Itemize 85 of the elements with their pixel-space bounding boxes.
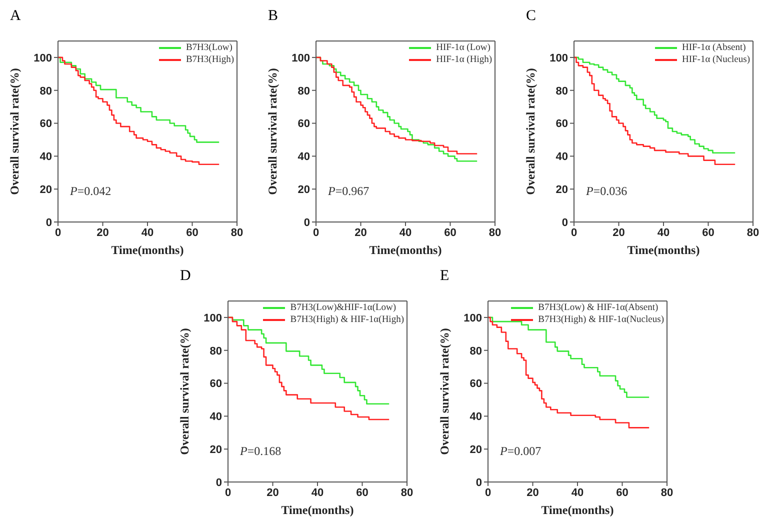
legend-label: HIF-1α (Absent) — [682, 42, 746, 54]
legend-label: B7H3(High) & HIF-1α(Nucleus) — [538, 314, 664, 326]
y-tick-label: 80 — [40, 85, 52, 98]
x-tick-label: 20 — [612, 226, 625, 239]
y-tick-label: 20 — [298, 184, 310, 196]
x-tick-label: 0 — [54, 226, 62, 239]
annotation: P=0.036 — [586, 184, 628, 199]
y-tick-label: 60 — [210, 378, 222, 390]
x-tick-label: 80 — [488, 226, 502, 239]
y-tick-label: 0 — [216, 476, 222, 489]
y-tick-label: 40 — [556, 151, 568, 164]
y-tick-label: 100 — [464, 312, 482, 324]
x-axis-title: Time(months) — [111, 243, 184, 257]
chart-title: B — [268, 8, 278, 25]
x-tick-label: 60 — [616, 486, 628, 499]
legend-label: B7H3(Low) & HIF-1α(Absent) — [538, 302, 658, 314]
x-tick-label: 80 — [400, 486, 414, 499]
x-tick-label: 20 — [354, 226, 367, 239]
x-tick-label: 40 — [311, 486, 324, 499]
y-axis-title: Overall survival rate(%) — [177, 328, 192, 455]
y-axis-title: Overall survival rate(%) — [437, 328, 452, 455]
x-tick-label: 60 — [702, 226, 714, 239]
x-axis-title: Time(months) — [281, 503, 354, 517]
x-tick-label: 40 — [141, 226, 154, 239]
y-tick-label: 40 — [210, 411, 222, 424]
x-tick-label: 40 — [399, 226, 412, 239]
x-tick-label: 20 — [96, 226, 109, 239]
y-tick-label: 0 — [304, 216, 310, 229]
y-tick-label: 40 — [298, 151, 310, 164]
y-tick-label: 0 — [476, 476, 482, 489]
y-tick-label: 80 — [298, 85, 310, 98]
x-tick-label: 80 — [660, 486, 674, 499]
y-axis-title: Overall survival rate(%) — [7, 68, 22, 195]
y-tick-label: 0 — [46, 216, 52, 229]
annotation: P=0.042 — [70, 184, 112, 199]
y-tick-label: 100 — [550, 52, 568, 64]
annotation: P=0.007 — [500, 444, 542, 459]
x-tick-label: 80 — [746, 226, 760, 239]
annotation: P=0.168 — [240, 444, 282, 459]
annotation: P=0.967 — [328, 184, 370, 199]
y-tick-label: 0 — [562, 216, 568, 229]
legend-label: HIF-1α (Low) — [436, 42, 490, 54]
x-tick-label: 80 — [230, 226, 244, 239]
legend-label: B7H3(Low) — [186, 42, 232, 54]
x-tick-label: 0 — [224, 486, 232, 499]
x-tick-label: 20 — [526, 486, 539, 499]
x-tick-label: 0 — [312, 226, 320, 239]
y-tick-label: 80 — [470, 345, 482, 358]
y-tick-label: 20 — [210, 444, 222, 456]
legend-label: B7H3(Low)&HIF-1α(Low) — [290, 302, 396, 314]
y-tick-label: 40 — [470, 411, 482, 424]
y-tick-label: 60 — [40, 118, 52, 130]
y-axis-title: Overall survival rate(%) — [265, 68, 280, 195]
x-tick-label: 60 — [444, 226, 456, 239]
y-tick-label: 80 — [556, 85, 568, 98]
x-tick-label: 0 — [570, 226, 578, 239]
y-tick-label: 60 — [470, 378, 482, 390]
x-tick-label: 20 — [266, 486, 279, 499]
y-tick-label: 60 — [298, 118, 310, 130]
y-tick-label: 40 — [40, 151, 52, 164]
y-tick-label: 80 — [210, 345, 222, 358]
legend-label: B7H3(High) & HIF-1α(High) — [290, 314, 404, 326]
chart-title: A — [10, 8, 21, 25]
y-tick-label: 20 — [40, 184, 52, 196]
y-tick-label: 100 — [204, 312, 222, 324]
chart-title: E — [440, 268, 450, 285]
chart-title: D — [180, 268, 191, 285]
y-tick-label: 100 — [34, 52, 52, 64]
x-axis-title: Time(months) — [369, 243, 442, 257]
legend-label: HIF-1α (Nucleus) — [682, 54, 750, 66]
y-tick-label: 60 — [556, 118, 568, 130]
x-tick-label: 40 — [657, 226, 670, 239]
legend-label: HIF-1α (High) — [436, 54, 492, 66]
y-tick-label: 20 — [470, 444, 482, 456]
x-tick-label: 60 — [186, 226, 198, 239]
x-axis-title: Time(months) — [541, 503, 614, 517]
x-axis-title: Time(months) — [627, 243, 700, 257]
y-axis-title: Overall survival rate(%) — [523, 68, 538, 195]
y-tick-label: 100 — [292, 52, 310, 64]
x-tick-label: 40 — [571, 486, 584, 499]
x-tick-label: 60 — [356, 486, 368, 499]
x-tick-label: 0 — [484, 486, 492, 499]
chart-title: C — [526, 8, 536, 25]
y-tick-label: 20 — [556, 184, 568, 196]
legend-label: B7H3(High) — [186, 54, 234, 66]
